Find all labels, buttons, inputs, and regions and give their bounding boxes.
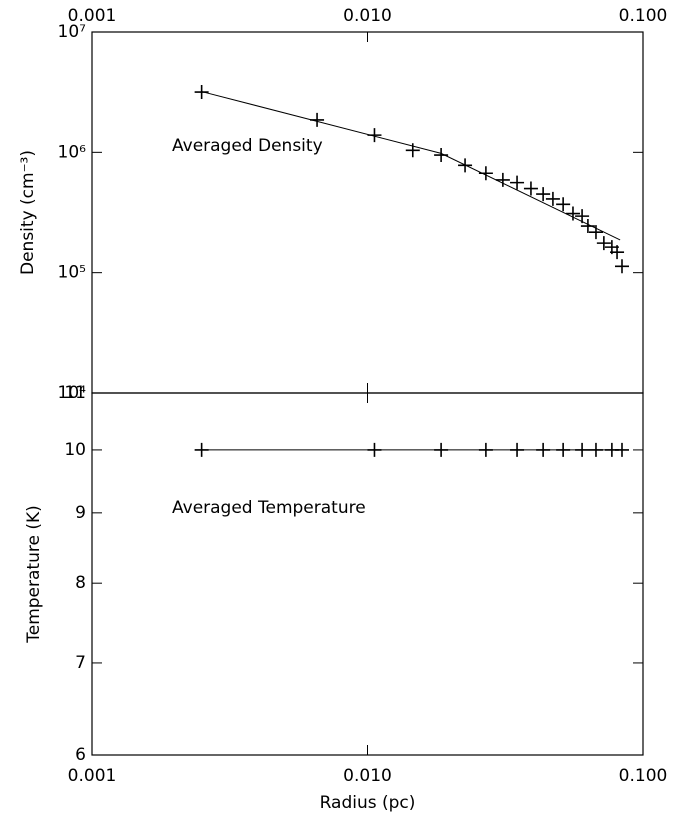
y-tick-label: 10 bbox=[64, 440, 86, 460]
y-tick-label: 10⁷ bbox=[58, 22, 87, 42]
y-tick-label: 10⁵ bbox=[58, 263, 86, 283]
y-axis-label: Temperature (K) bbox=[24, 505, 44, 644]
plus-marker bbox=[434, 148, 449, 163]
y-tick-label: 10⁴ bbox=[58, 383, 87, 403]
plus-marker bbox=[405, 143, 420, 158]
x-tick-label: 0.100 bbox=[619, 766, 668, 786]
annotation: Averaged Density bbox=[172, 136, 323, 156]
y-tick-label: 8 bbox=[75, 573, 86, 593]
plus-marker bbox=[614, 259, 629, 274]
x-tick-label: 0.010 bbox=[343, 6, 392, 26]
x-tick-label: 0.100 bbox=[619, 6, 668, 26]
plus-marker bbox=[596, 236, 611, 251]
y-tick-label: 11 bbox=[64, 383, 86, 403]
plus-marker bbox=[495, 172, 510, 187]
plus-marker bbox=[536, 187, 551, 202]
plus-marker bbox=[588, 225, 603, 240]
x-tick-label: 0.001 bbox=[68, 766, 117, 786]
y-tick-label: 9 bbox=[75, 503, 86, 523]
y-tick-label: 6 bbox=[75, 745, 86, 765]
x-tick-label: 0.001 bbox=[68, 6, 117, 26]
y-axis-label: Density (cm⁻³) bbox=[18, 150, 38, 275]
fit-line bbox=[201, 91, 621, 241]
plot-frame bbox=[91, 31, 644, 394]
plus-marker bbox=[610, 245, 625, 260]
plus-marker bbox=[510, 175, 525, 190]
plus-marker bbox=[523, 181, 538, 196]
x-tick-label: 0.010 bbox=[343, 766, 392, 786]
x-axis-label: Radius (pc) bbox=[320, 793, 416, 813]
y-tick-label: 7 bbox=[75, 653, 86, 673]
plus-marker bbox=[580, 219, 595, 234]
plot-frame bbox=[91, 392, 644, 756]
plus-marker bbox=[565, 206, 580, 221]
y-tick-label: 10⁶ bbox=[58, 142, 87, 162]
plus-marker bbox=[556, 197, 571, 212]
annotation: Averaged Temperature bbox=[172, 498, 366, 518]
plus-marker bbox=[575, 209, 590, 224]
plus-marker bbox=[545, 191, 560, 206]
plus-marker bbox=[478, 166, 493, 181]
